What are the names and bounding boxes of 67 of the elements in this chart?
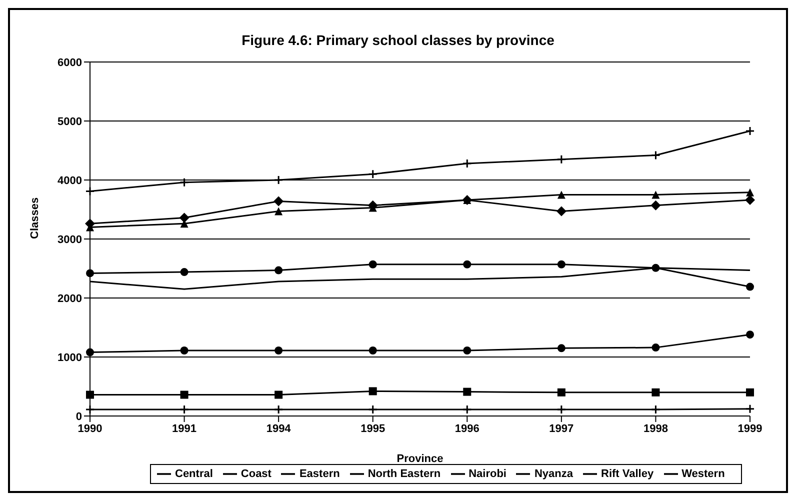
point: [650, 200, 661, 210]
point: [652, 344, 660, 352]
point: [556, 206, 566, 216]
point: [463, 346, 472, 355]
y-tick-label: 5000: [58, 116, 82, 128]
point: [85, 186, 95, 196]
point: [179, 212, 190, 223]
legend-label: Nairobi: [468, 468, 506, 480]
x-tick-label: 1999: [738, 422, 762, 435]
point: [368, 169, 378, 179]
legend-label: Nyanza: [534, 468, 574, 480]
x-tick-label: 1996: [454, 422, 480, 435]
point: [557, 388, 566, 396]
point: [463, 260, 472, 268]
point: [652, 190, 660, 199]
point: [368, 387, 377, 396]
point: [368, 260, 377, 268]
point: [557, 190, 566, 199]
point: [274, 175, 284, 185]
chart-title: Figure 4.6: Primary school classes by province: [240, 32, 556, 48]
point: [86, 269, 94, 278]
point: [274, 390, 283, 399]
x-tick-label: 1997: [549, 422, 574, 435]
point: [557, 344, 566, 352]
y-tick-label: 6000: [58, 56, 82, 69]
x-tick-label: 1994: [266, 422, 292, 435]
x-tick-label: 1990: [78, 422, 102, 435]
point: [274, 196, 284, 206]
point: [463, 388, 472, 396]
legend-label: Rift Valley: [601, 468, 654, 480]
point: [746, 282, 754, 291]
point: [274, 346, 283, 355]
point: [557, 260, 566, 268]
point: [180, 268, 188, 276]
y-tick-label: 4000: [58, 174, 82, 187]
x-tick-label: 1998: [643, 422, 668, 435]
point: [652, 264, 660, 272]
y-tick-label: 2000: [58, 292, 82, 305]
y-tick-label: 3000: [58, 234, 82, 246]
y-tick-label: 0: [76, 410, 82, 423]
point: [746, 388, 754, 396]
point: [556, 154, 566, 164]
legend-label: Western: [682, 468, 725, 480]
point: [652, 388, 660, 396]
point: [180, 390, 188, 399]
point: [650, 150, 660, 160]
legend-label: Coast: [240, 468, 272, 480]
point: [180, 346, 188, 355]
point: [462, 158, 472, 168]
point: [86, 348, 94, 356]
point: [745, 195, 755, 206]
y-axis-title: Classes: [28, 197, 41, 239]
point: [274, 207, 283, 216]
point: [86, 390, 94, 399]
legend-label: Central: [175, 468, 213, 480]
x-axis-title: Province: [396, 453, 444, 465]
legend-label: North Eastern: [368, 468, 441, 480]
point: [746, 330, 754, 339]
point: [180, 178, 190, 188]
point: [746, 188, 754, 196]
point: [745, 126, 755, 136]
x-tick-label: 1991: [172, 422, 197, 435]
legend-label: Eastern: [299, 468, 340, 480]
y-tick-label: 1000: [58, 352, 82, 364]
point: [274, 266, 283, 274]
point: [368, 346, 377, 355]
x-tick-label: 1995: [360, 422, 386, 435]
